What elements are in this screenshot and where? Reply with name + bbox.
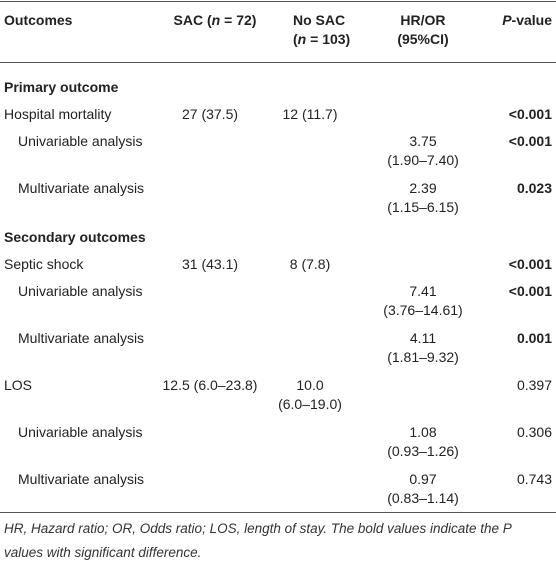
sac-value: 27 (37.5) — [181, 106, 239, 122]
header-text: (95%CI) — [397, 31, 449, 47]
hr-or-value: (0.93–1.26) — [387, 443, 459, 459]
bottom-rule — [0, 512, 556, 513]
header-text: P — [502, 12, 512, 28]
p-value: <0.001 — [508, 133, 552, 149]
no-sac-value: 8 (7.8) — [289, 256, 331, 272]
p-value: 0.001 — [516, 330, 552, 346]
row-label: Multivariate analysis — [18, 330, 145, 346]
header-text: No SAC — [293, 12, 346, 28]
no-sac-value: 12 (11.7) — [282, 106, 338, 122]
header-text: SAC ( — [173, 12, 212, 28]
sac-value: 31 (43.1) — [181, 256, 239, 272]
row-label: Septic shock — [4, 256, 84, 272]
hr-or-value: (0.83–1.14) — [387, 490, 459, 506]
header-text: n — [297, 31, 307, 47]
header-sac: SAC (n = 72) — [174, 11, 257, 30]
header-p-value: P-value — [502, 11, 552, 30]
header-text: = 72) — [220, 12, 257, 28]
hr-or-value: 3.75 — [409, 133, 437, 149]
row-label: Univariable analysis — [18, 424, 143, 440]
p-value: 0.743 — [516, 471, 552, 487]
p-value: 0.306 — [516, 424, 552, 440]
p-value: <0.001 — [508, 283, 552, 299]
hr-or-value: (1.90–7.40) — [387, 152, 459, 168]
hr-or-value: 4.11 — [409, 330, 437, 346]
hr-or-value: 0.97 — [409, 471, 437, 487]
header-text: Outcomes — [4, 12, 73, 28]
header-text: -value — [511, 12, 552, 28]
hr-or-value: 1.08 — [409, 424, 437, 440]
p-value: <0.001 — [508, 256, 552, 272]
row-label: Univariable analysis — [18, 133, 143, 149]
top-rule — [0, 1, 556, 2]
row-label: Hospital mortality — [4, 106, 112, 122]
no-sac-value: 10.0 — [296, 377, 324, 393]
footnote: HR, Hazard ratio; OR, Odds ratio; LOS, l… — [4, 521, 512, 560]
header-outcomes: Outcomes — [4, 11, 72, 30]
header-hr-or: HR/OR (95%CI) — [397, 11, 448, 49]
header-text: HR/OR — [400, 12, 446, 28]
row-label: Univariable analysis — [18, 283, 143, 299]
row-label: Multivariate analysis — [18, 180, 145, 196]
header-text: n — [211, 12, 221, 28]
header-rule — [0, 62, 556, 63]
p-value: <0.001 — [508, 106, 552, 122]
hr-or-value: (3.76–14.61) — [383, 302, 463, 318]
row-label: Multivariate analysis — [18, 471, 145, 487]
hr-or-value: (1.15–6.15) — [387, 199, 459, 215]
hr-or-value: 2.39 — [409, 180, 437, 196]
no-sac-value: (6.0–19.0) — [278, 396, 342, 412]
header-text: ( — [293, 31, 298, 47]
p-value: 0.023 — [516, 180, 552, 196]
section-title: Primary outcome — [4, 79, 119, 95]
sac-value: 12.5 (6.0–23.8) — [162, 377, 258, 393]
header-no-sac: No SAC (n = 103) — [293, 11, 350, 49]
header-text: = 103) — [306, 31, 351, 47]
p-value: 0.397 — [516, 377, 552, 393]
hr-or-value: (1.81–9.32) — [387, 349, 459, 365]
hr-or-value: 7.41 — [409, 283, 437, 299]
section-title: Secondary outcomes — [4, 229, 146, 245]
row-label: LOS — [4, 377, 33, 393]
